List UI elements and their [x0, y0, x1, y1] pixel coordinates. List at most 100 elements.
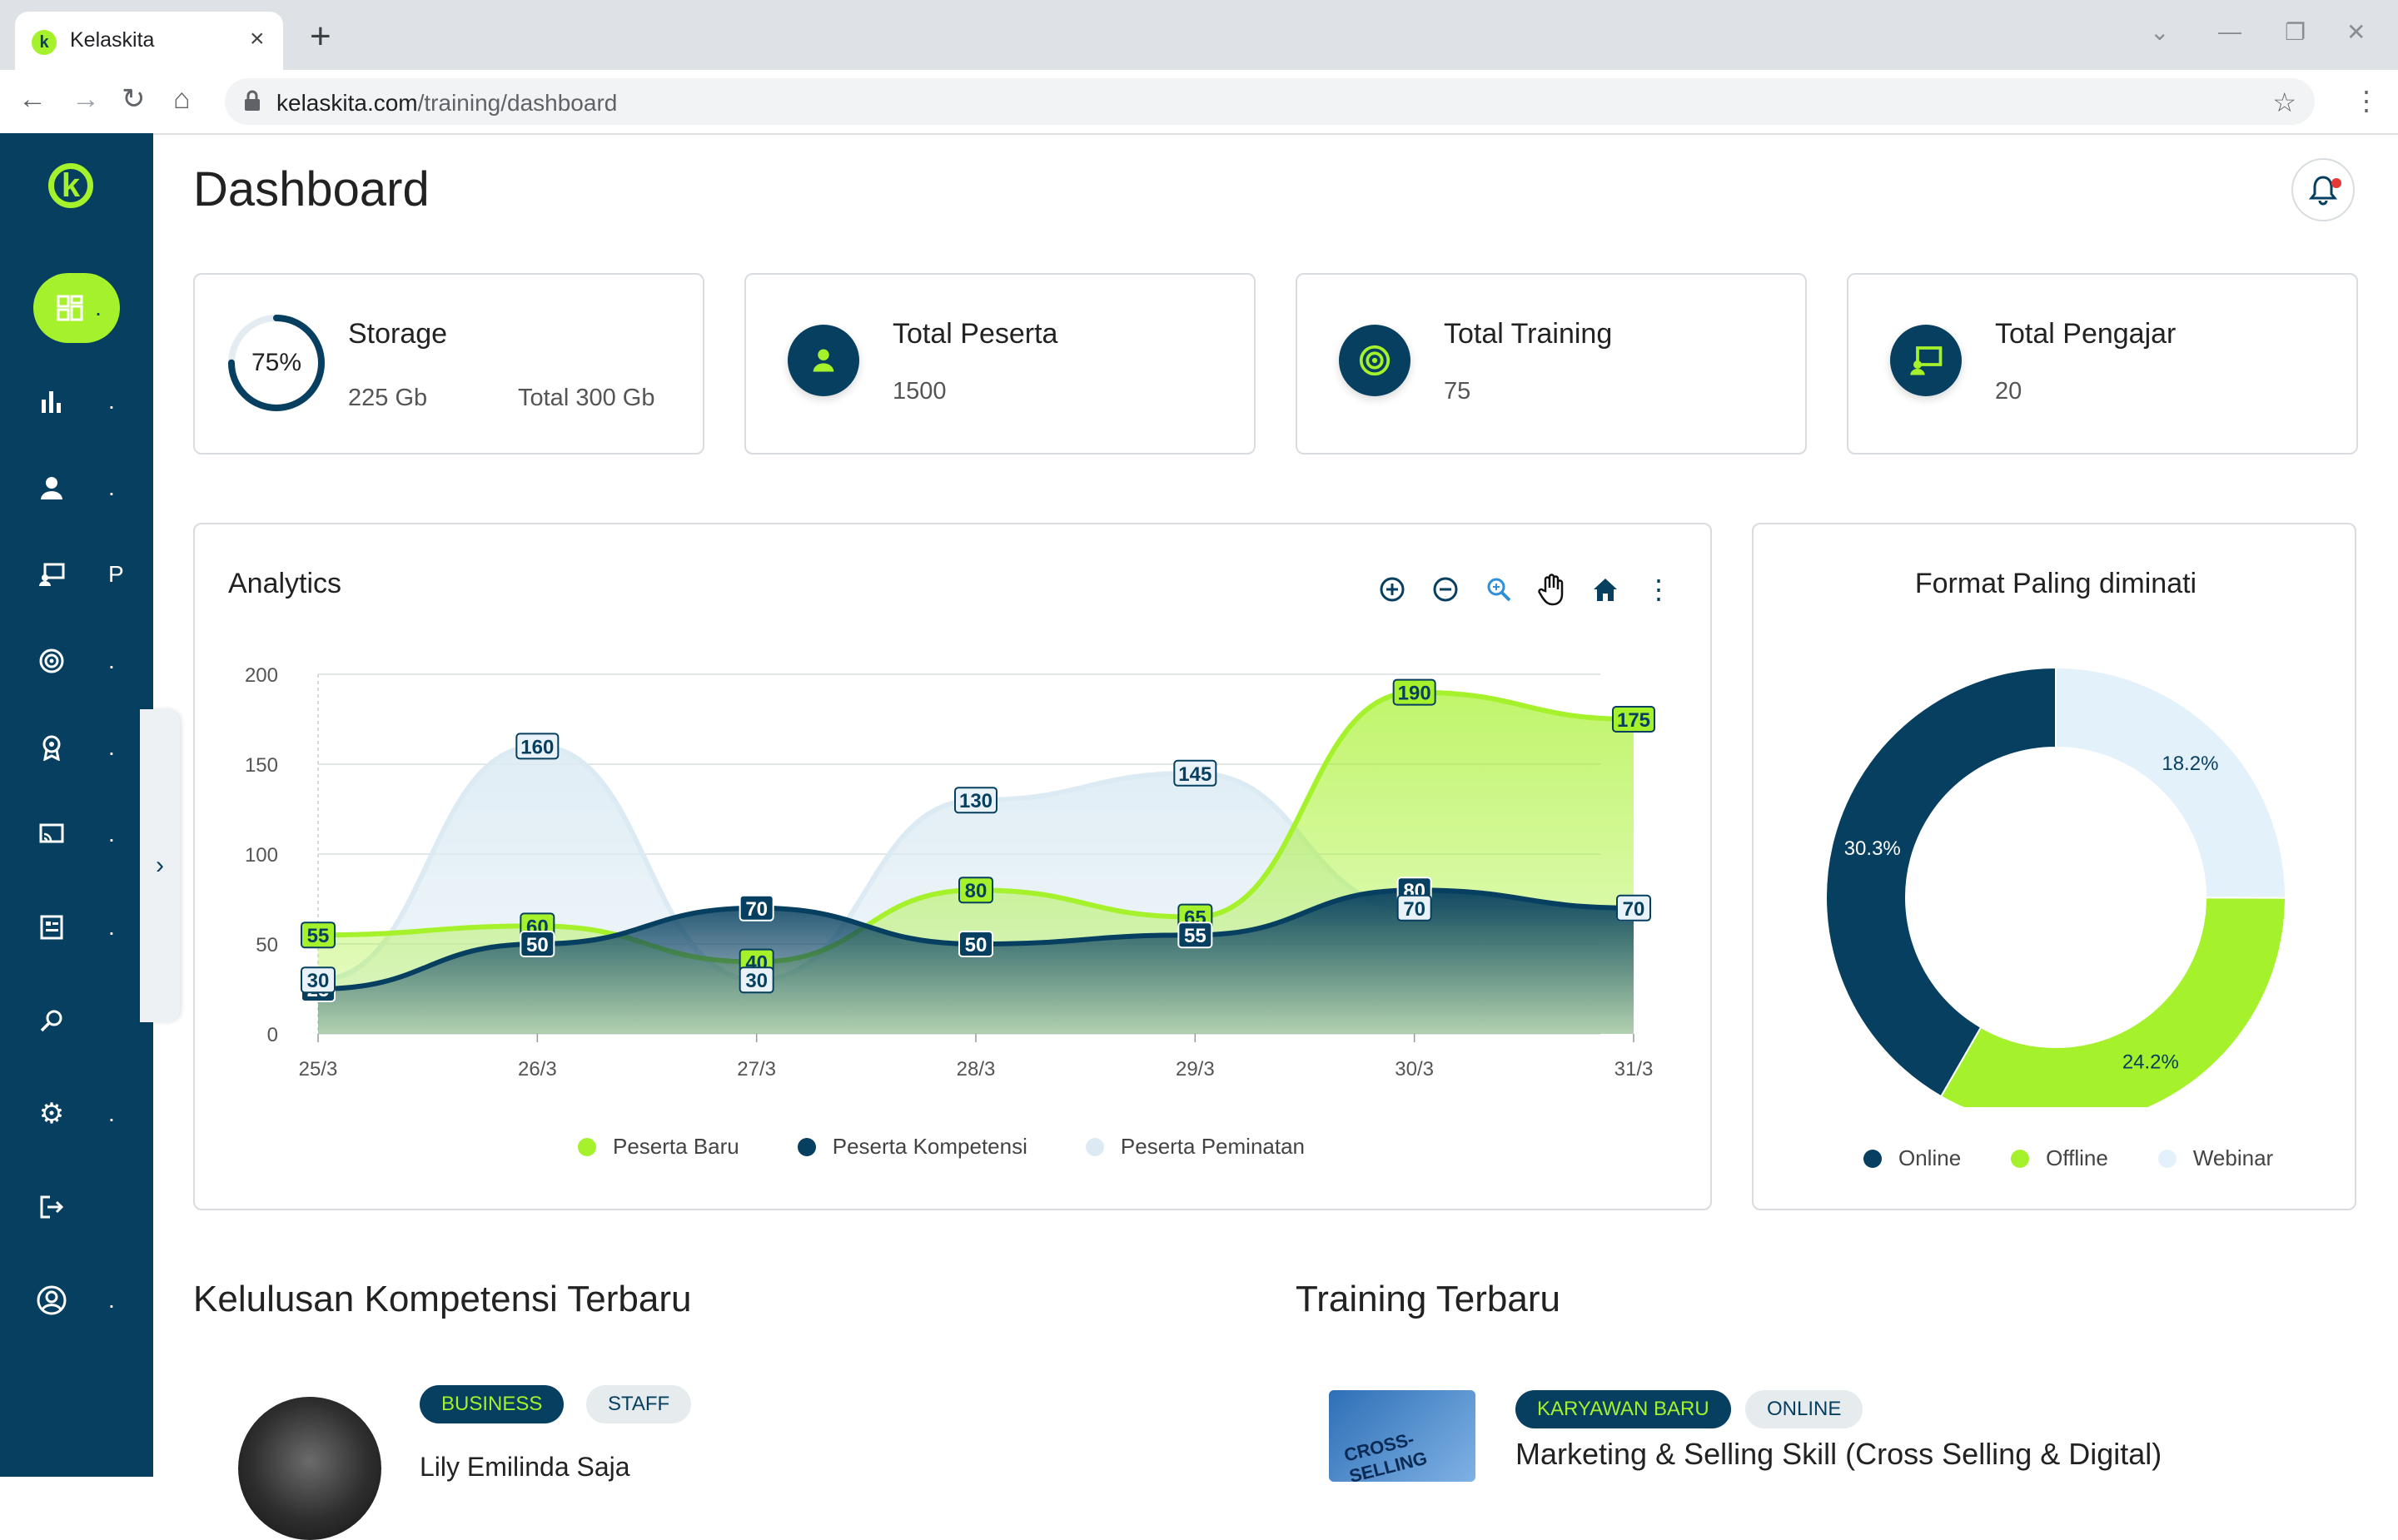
legend-label: Peserta Baru: [613, 1134, 739, 1159]
forward-arrow-icon[interactable]: →: [72, 83, 100, 115]
legend-label: Online: [1898, 1145, 1962, 1170]
data-label: 50: [520, 931, 555, 957]
home-browser-icon[interactable]: ⌂: [173, 83, 191, 115]
page-title: Dashboard: [193, 162, 430, 216]
sidebar-item-kompetensi[interactable]: .: [33, 713, 142, 782]
reload-icon[interactable]: ↻: [122, 83, 146, 115]
data-label-text: 30: [745, 970, 768, 992]
report-icon: [33, 914, 70, 941]
data-label-box: [515, 733, 560, 760]
close-tab-icon[interactable]: ×: [250, 25, 265, 52]
sidebar-item-logout[interactable]: [33, 1172, 142, 1242]
sidebar-item-pengajar[interactable]: P: [33, 539, 142, 609]
close-window-icon[interactable]: ✕: [2346, 19, 2366, 45]
data-label: 30: [301, 966, 336, 994]
data-label-text: 50: [965, 934, 988, 956]
pan-hand-icon[interactable]: [1537, 574, 1567, 606]
search-icon: [33, 1007, 70, 1034]
legend-item-peserta-kompetensi[interactable]: Peserta Kompetensi: [797, 1134, 1027, 1160]
kelaskita-logo[interactable]: k: [48, 163, 93, 208]
storage-total: Total 300 Gb: [518, 385, 655, 411]
notification-button[interactable]: [2291, 158, 2355, 221]
more-vertical-icon[interactable]: ⋮: [1645, 574, 1672, 604]
back-arrow-icon[interactable]: ←: [18, 83, 47, 115]
training-value: 75: [1444, 378, 1471, 405]
browser-menu-icon[interactable]: ⋮: [2353, 86, 2380, 116]
avatar[interactable]: [238, 1397, 381, 1540]
legend-item-offline[interactable]: Offline: [2011, 1145, 2108, 1171]
legend-label: Webinar: [2192, 1145, 2274, 1170]
training-name[interactable]: Marketing & Selling Skill (Cross Selling…: [1515, 1437, 2162, 1471]
legend-item-online[interactable]: Online: [1863, 1145, 1961, 1171]
x-tick-label: 31/3: [1614, 1058, 1654, 1080]
lock-icon: [245, 90, 260, 111]
sidebar-item-label: .: [108, 914, 115, 940]
data-label: 55: [1177, 922, 1213, 949]
bookmark-star-icon[interactable]: ☆: [2272, 87, 2296, 117]
notification-dot: [2331, 178, 2341, 188]
data-label-text: 55: [1184, 925, 1206, 947]
legend-item-peserta-baru[interactable]: Peserta Baru: [578, 1134, 739, 1160]
account-circle-icon: [33, 1284, 70, 1316]
sidebar-item-laporan[interactable]: .: [33, 892, 142, 962]
sidebar-expand-handle[interactable]: ›: [140, 709, 180, 1022]
sidebar-item-webinar[interactable]: .: [33, 799, 142, 869]
sidebar-item-peserta[interactable]: .: [33, 453, 142, 523]
data-label-box: [301, 966, 336, 994]
data-label-box: [1173, 759, 1217, 787]
dashboard-icon: [52, 295, 88, 321]
data-label: 130: [954, 787, 998, 814]
sidebar-item-settings[interactable]: ⚙ .: [33, 1079, 142, 1149]
tab-search-chevron-icon[interactable]: ⌄: [2150, 19, 2170, 45]
home-icon[interactable]: [1590, 574, 1620, 604]
training-thumbnail[interactable]: CROSS-SELLING: [1329, 1390, 1475, 1482]
training-terbaru-title: Training Terbaru: [1296, 1279, 1560, 1319]
legend-item-webinar[interactable]: Webinar: [2157, 1145, 2274, 1171]
restore-icon[interactable]: ❐: [2285, 19, 2306, 45]
donut-slice-label: 30.3%: [1844, 837, 1901, 860]
sidebar-item-search[interactable]: [33, 986, 142, 1056]
format-panel: Format Paling diminati 18.2% 24.2% 30.3% O…: [1752, 523, 2356, 1210]
magnify-icon[interactable]: [1484, 574, 1514, 604]
peserta-icon: [788, 325, 859, 396]
data-label: 50: [958, 931, 993, 957]
minimize-icon[interactable]: —: [2218, 18, 2241, 44]
data-label-text: 30: [307, 970, 330, 992]
data-label-box: [520, 931, 555, 957]
data-label-text: 80: [965, 880, 988, 902]
data-label-box: [1612, 706, 1655, 733]
donut-slice-offline: [1939, 897, 2287, 1107]
analytics-panel: Analytics ⋮ 0 50 100 150 200 25/3 26/3 27/3 28/3…: [193, 523, 1712, 1210]
address-bar[interactable]: kelaskita.com/training/dashboard ☆: [225, 78, 2315, 125]
data-label-text: 175: [1617, 709, 1650, 732]
sidebar-item-label: .: [108, 648, 115, 673]
pengajar-presentation-icon: [1890, 325, 1962, 396]
new-tab-icon[interactable]: +: [310, 16, 331, 57]
y-tick-label: 50: [256, 934, 278, 956]
data-label-box: [1396, 894, 1432, 922]
legend-dot: [2157, 1149, 2177, 1168]
zoom-in-icon[interactable]: [1377, 574, 1407, 604]
training-target-icon: [1339, 325, 1410, 396]
legend-item-peserta-peminatan[interactable]: Peserta Peminatan: [1085, 1134, 1305, 1160]
browser-tab[interactable]: k Kelaskita ×: [15, 12, 283, 70]
browser-toolbar: ← → ↻ ⌂ kelaskita.com/training/dashboard…: [0, 70, 2398, 135]
legend-dot: [578, 1137, 596, 1156]
zoom-out-icon[interactable]: [1430, 574, 1460, 604]
pengajar-value: 20: [1995, 378, 2022, 405]
tag-online: ONLINE: [1745, 1390, 1863, 1428]
sidebar-item-label: .: [108, 821, 115, 847]
award-icon: [33, 734, 70, 761]
y-tick-label: 200: [245, 664, 278, 687]
peserta-title: Total Peserta: [893, 318, 1058, 350]
sidebar-item-training[interactable]: .: [33, 626, 142, 696]
sidebar-item-account[interactable]: .: [33, 1265, 142, 1335]
x-tick-label: 27/3: [737, 1058, 776, 1080]
kelaskita-favicon-icon: k: [32, 30, 57, 55]
sidebar-item-dashboard[interactable]: .: [33, 273, 120, 343]
sidebar-item-analytics[interactable]: .: [33, 366, 142, 436]
chart-toolbar: ⋮: [1377, 574, 1674, 606]
data-label-box: [739, 966, 774, 994]
data-label: 70: [1396, 894, 1432, 922]
graduate-name[interactable]: Lily Emilinda Saja: [420, 1452, 630, 1482]
